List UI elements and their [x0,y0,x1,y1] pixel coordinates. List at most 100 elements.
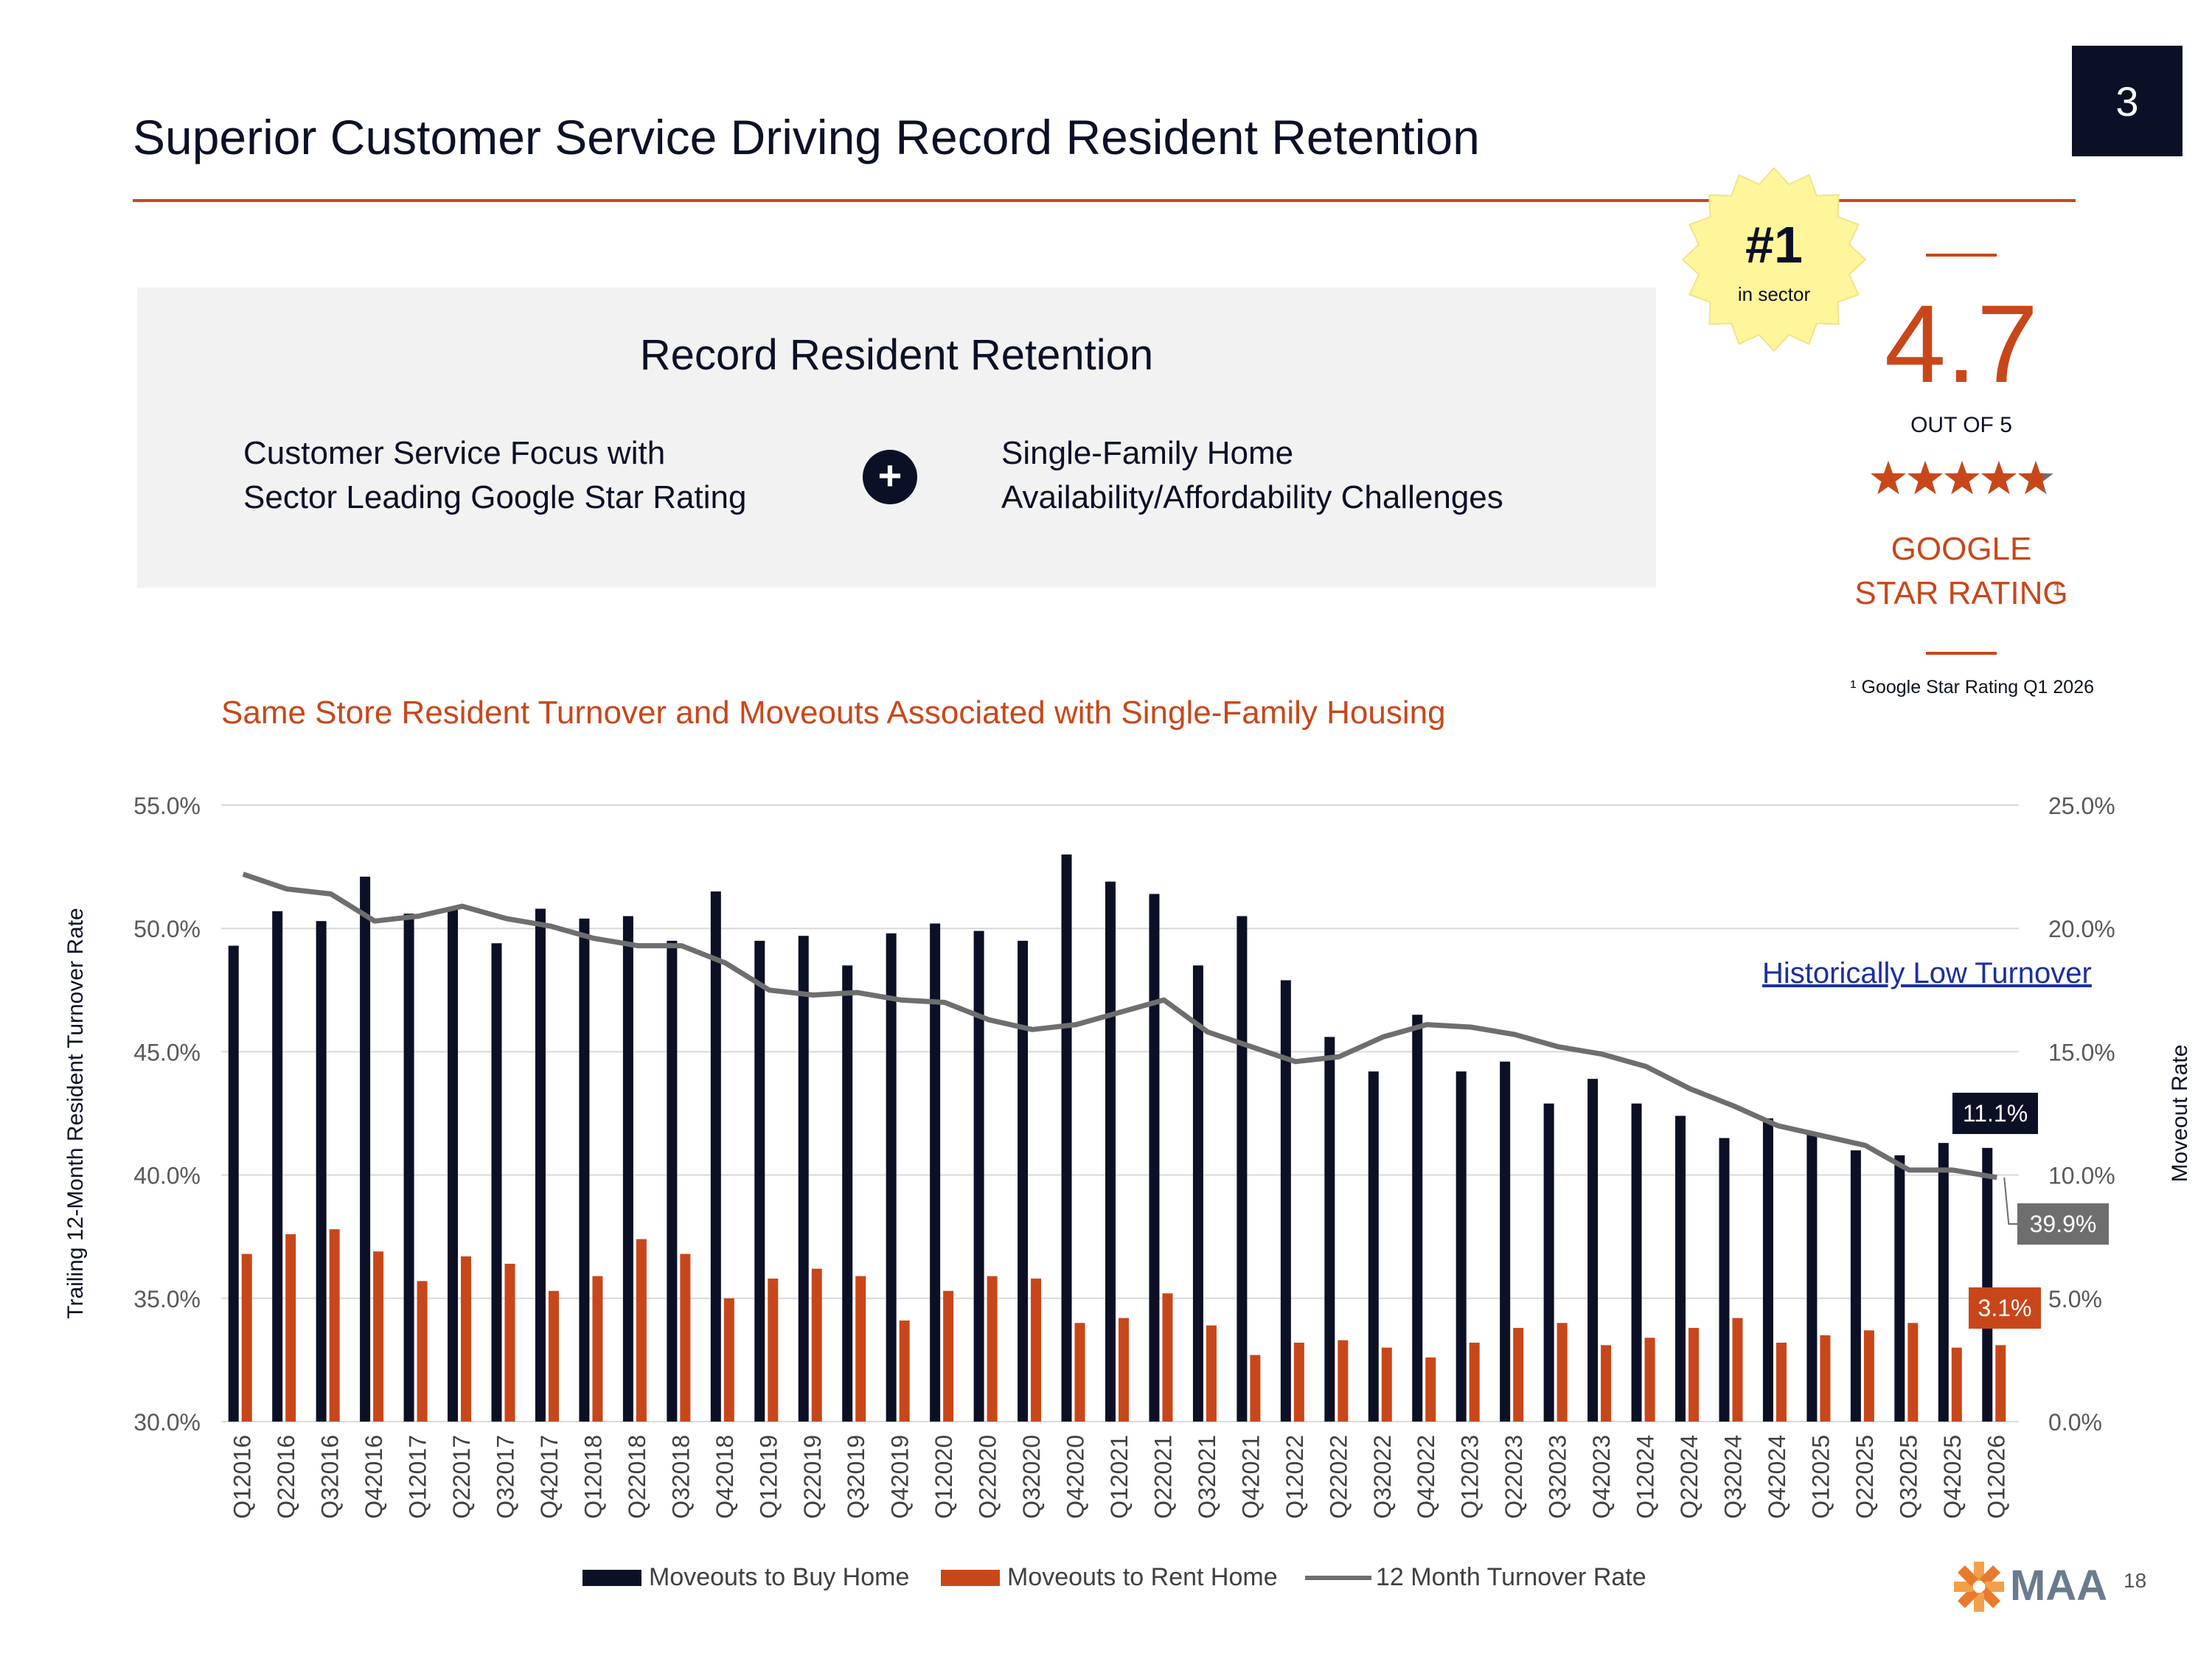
bar-rent [1293,1342,1304,1422]
bar-rent [723,1298,734,1422]
section-number: 3 [2072,46,2183,156]
x-tick-label: Q32017 [493,1435,519,1519]
rating-out-of: OUT OF 5 [1910,413,2012,437]
bar-buy [1018,940,1029,1422]
bar-buy [1149,894,1160,1422]
y-tick-right: 10.0% [2048,1163,2115,1189]
bar-buy [448,908,459,1422]
bar-rent [1863,1330,1874,1422]
bar-buy [886,933,897,1422]
legend-item-rent: Moveouts to Rent Home [941,1563,1278,1592]
legend-label-buy: Moveouts to Buy Home [649,1563,910,1591]
bar-rent [417,1281,428,1422]
y-tick-left: 30.0% [133,1409,201,1436]
logo-petal [1985,1582,2004,1592]
bar-rent [285,1234,296,1422]
bar-buy [360,876,371,1422]
bar-buy [1587,1079,1599,1422]
starburst-badge-icon [1681,167,1867,352]
plus-icon: + [863,450,917,504]
bar-buy [1280,980,1291,1422]
legend-swatch-rate [1305,1575,1371,1580]
y-tick-left: 55.0% [133,793,201,819]
bar-buy [579,918,590,1422]
x-tick-label: Q22022 [1325,1435,1352,1519]
bar-rent [768,1279,779,1422]
y-tick-left: 45.0% [133,1039,201,1065]
legend-label-rent: Moveouts to Rent Home [1007,1563,1278,1591]
star-rating-icon [1871,461,2053,495]
y-axis-label-right: Moveout Rate [2168,1045,2192,1183]
x-tick-label: Q42024 [1764,1435,1790,1519]
bar-rent [943,1290,954,1422]
x-tick-label: Q42016 [361,1435,387,1519]
logo-center [1973,1581,1985,1593]
retention-panel: Record Resident Retention Customer Servi… [137,288,1656,588]
y-tick-left: 35.0% [133,1286,201,1312]
panel-left-line1: Customer Service Focus with [243,435,666,471]
x-tick-label: Q12026 [1983,1435,2009,1519]
x-tick-label: Q12021 [1106,1435,1133,1519]
bar-rent [1206,1325,1217,1422]
x-tick-label: Q12017 [405,1435,431,1519]
bar-buy [1192,965,1203,1422]
bar-rent [1557,1323,1568,1422]
title-rule [133,199,2076,202]
rating-footnote-marker: 1 [2053,580,2062,598]
bar-rent [329,1229,340,1422]
bar-rent [1688,1327,1700,1422]
panel-right-line1: Single-Family Home [1001,435,1294,471]
x-tick-label: Q32025 [1895,1435,1921,1519]
bar-buy [1631,1103,1642,1422]
data-label-buy: 11.1% [1963,1100,2028,1127]
panel-right-text: Single-Family Home Availability/Affordab… [1001,431,1503,520]
bar-buy [1324,1037,1335,1422]
x-tick-label: Q42021 [1237,1435,1264,1519]
x-tick-label: Q12016 [229,1435,256,1519]
bar-buy [842,965,853,1422]
star-icon [1944,461,1980,495]
bar-buy [1938,1143,1949,1422]
turnover-line [242,872,1997,1180]
bar-rent [1644,1338,1655,1422]
legend-label-rate: 12 Month Turnover Rate [1376,1563,1646,1591]
star-icon [1981,461,2017,495]
bar-rent [1820,1335,1831,1422]
logo-petal [1974,1593,1984,1612]
bar-rent [987,1276,998,1422]
logo-petal [1958,1587,1979,1608]
bar-rent [811,1268,822,1422]
x-tick-label: Q32020 [1018,1435,1045,1519]
maa-logo-icon: MAA [1954,1562,2107,1612]
y-axis-label-left: Trailing 12-Month Resident Turnover Rate [63,908,88,1319]
rating-label-line1: GOOGLE [1891,531,2032,567]
bar-rent [1732,1318,1743,1422]
data-label-buy-box [1952,1093,2038,1134]
bar-rent [636,1239,647,1422]
bar-rent [1031,1279,1042,1422]
bar-rent [855,1276,866,1422]
x-tick-label: Q12019 [755,1435,782,1519]
rating-label-line2: STAR RATING [1854,575,2068,611]
legend-item-rate: 12 Month Turnover Rate [1305,1563,1646,1592]
x-tick-label: Q32016 [317,1435,344,1519]
chart-title: Same Store Resident Turnover and Moveout… [221,695,1446,731]
data-label-rate-box [2017,1203,2109,1245]
x-tick-label: Q32021 [1194,1435,1220,1519]
x-tick-label: Q32022 [1369,1435,1396,1519]
data-label-rate: 39.9% [2030,1211,2097,1237]
bar-buy [1982,1147,1993,1422]
page-title: Superior Customer Service Driving Record… [133,110,1480,164]
historically-low-turnover-link[interactable]: Historically Low Turnover [1762,957,2092,990]
bar-buy [316,921,327,1422]
panel-heading: Record Resident Retention [639,331,1154,379]
bar-buy [403,914,414,1422]
panel-left-line2: Sector Leading Google Star Rating [243,479,747,515]
x-tick-label: Q22021 [1150,1435,1176,1519]
bar-rent [1995,1345,2006,1422]
rating-value: 4.7 [1884,282,2039,406]
bar-rent [461,1256,472,1422]
bar-rent [548,1290,559,1422]
bar-buy [1237,916,1248,1422]
bar-buy [930,923,941,1422]
